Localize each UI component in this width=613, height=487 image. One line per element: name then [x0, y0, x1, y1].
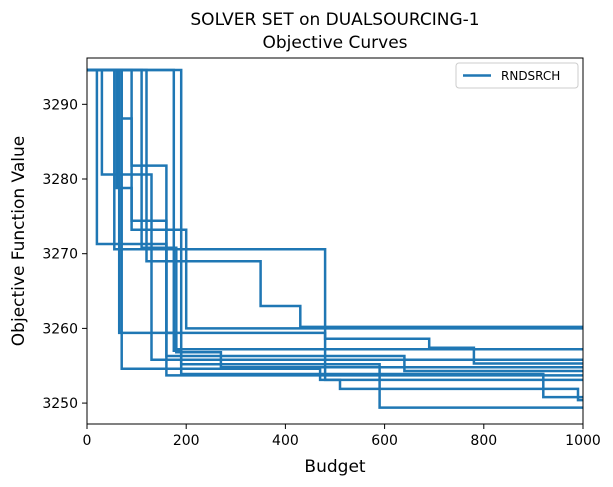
y-tick-label: 3290 — [42, 97, 78, 113]
y-axis: 3250 3260 3270 3280 3290 — [42, 97, 87, 412]
series-line-11 — [87, 68, 583, 399]
y-tick-label: 3250 — [42, 396, 78, 412]
y-tick-label: 3270 — [42, 247, 78, 263]
y-tick-label: 3260 — [42, 321, 78, 337]
chart-title-line2: Objective Curves — [262, 33, 407, 53]
legend: RNDSRCH — [455, 62, 579, 89]
legend-entry-rndsrch: RNDSRCH — [501, 69, 560, 83]
series-line-4 — [87, 68, 583, 330]
x-tick-label: 600 — [371, 433, 398, 449]
series-line-10 — [87, 68, 583, 402]
x-tick-label: 800 — [470, 433, 497, 449]
legend-box — [455, 62, 579, 89]
plot-frame — [86, 57, 584, 425]
x-tick-label: 1000 — [565, 433, 601, 449]
series-layer — [87, 68, 583, 409]
series-line-12 — [87, 68, 583, 409]
series-line-9 — [87, 68, 583, 351]
chart-title-line1: SOLVER SET on DUALSOURCING-1 — [190, 10, 479, 30]
x-axis-label: Budget — [304, 457, 365, 477]
y-tick-label: 3280 — [42, 172, 78, 188]
y-axis-label: Objective Function Value — [9, 136, 29, 346]
series-line-3 — [87, 68, 583, 373]
series-line-8 — [87, 68, 583, 369]
x-tick-label: 200 — [173, 433, 200, 449]
x-tick-label: 400 — [272, 433, 299, 449]
series-line-7 — [87, 68, 583, 365]
x-tick-label: 0 — [83, 433, 92, 449]
x-axis: 0 200 400 600 800 1000 — [83, 424, 601, 449]
series-line-2 — [87, 68, 583, 362]
series-line-6 — [87, 68, 583, 329]
